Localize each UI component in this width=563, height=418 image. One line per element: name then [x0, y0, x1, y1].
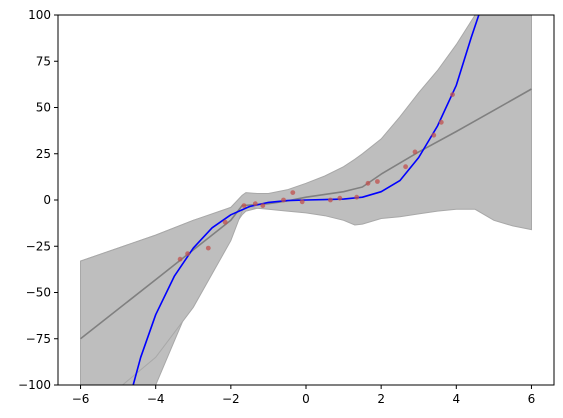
data-point	[412, 149, 418, 155]
x-tick-label: 4	[452, 392, 460, 406]
x-tick-label: 0	[302, 392, 310, 406]
x-tick-label: −2	[222, 392, 240, 406]
data-points	[177, 92, 455, 262]
x-tick-label: 2	[377, 392, 385, 406]
data-point	[290, 190, 296, 196]
y-tick-label: 25	[36, 147, 51, 161]
data-point	[450, 92, 455, 97]
y-tick-label: −25	[26, 239, 51, 253]
x-tick-label: 6	[528, 392, 536, 406]
y-tick-label: 75	[36, 54, 51, 68]
data-point	[431, 132, 437, 138]
data-point	[222, 219, 228, 225]
fit-line-1	[132, 15, 480, 385]
data-point	[365, 180, 371, 186]
y-tick-label: 50	[36, 101, 51, 115]
data-point	[281, 197, 286, 203]
data-point	[177, 256, 183, 262]
data-point	[337, 195, 343, 201]
fit-line-0	[80, 88, 532, 340]
data-point	[328, 197, 333, 203]
data-point	[403, 164, 408, 170]
data-point	[354, 194, 360, 200]
y-tick-label: −100	[18, 378, 51, 392]
data-point	[375, 179, 380, 184]
data-point	[241, 203, 247, 209]
x-tick-label: −6	[72, 392, 90, 406]
x-axis-ticks: −6 −4 −2 0 2 4 6	[72, 385, 536, 406]
y-axis-ticks: −100 −75 −50 −25 0 25 50 75 100	[18, 8, 58, 392]
y-tick-label: −50	[26, 286, 51, 300]
fit-lines	[80, 15, 532, 385]
data-point	[438, 119, 444, 125]
y-tick-label: 0	[43, 193, 51, 207]
data-point	[299, 199, 305, 205]
x-tick-label: −4	[147, 392, 165, 406]
data-point	[252, 201, 258, 207]
data-point	[185, 251, 191, 257]
data-point	[260, 203, 266, 209]
data-point	[205, 245, 211, 251]
plot-area	[58, 15, 554, 385]
y-tick-label: 100	[28, 8, 51, 22]
y-tick-label: −75	[26, 332, 51, 346]
